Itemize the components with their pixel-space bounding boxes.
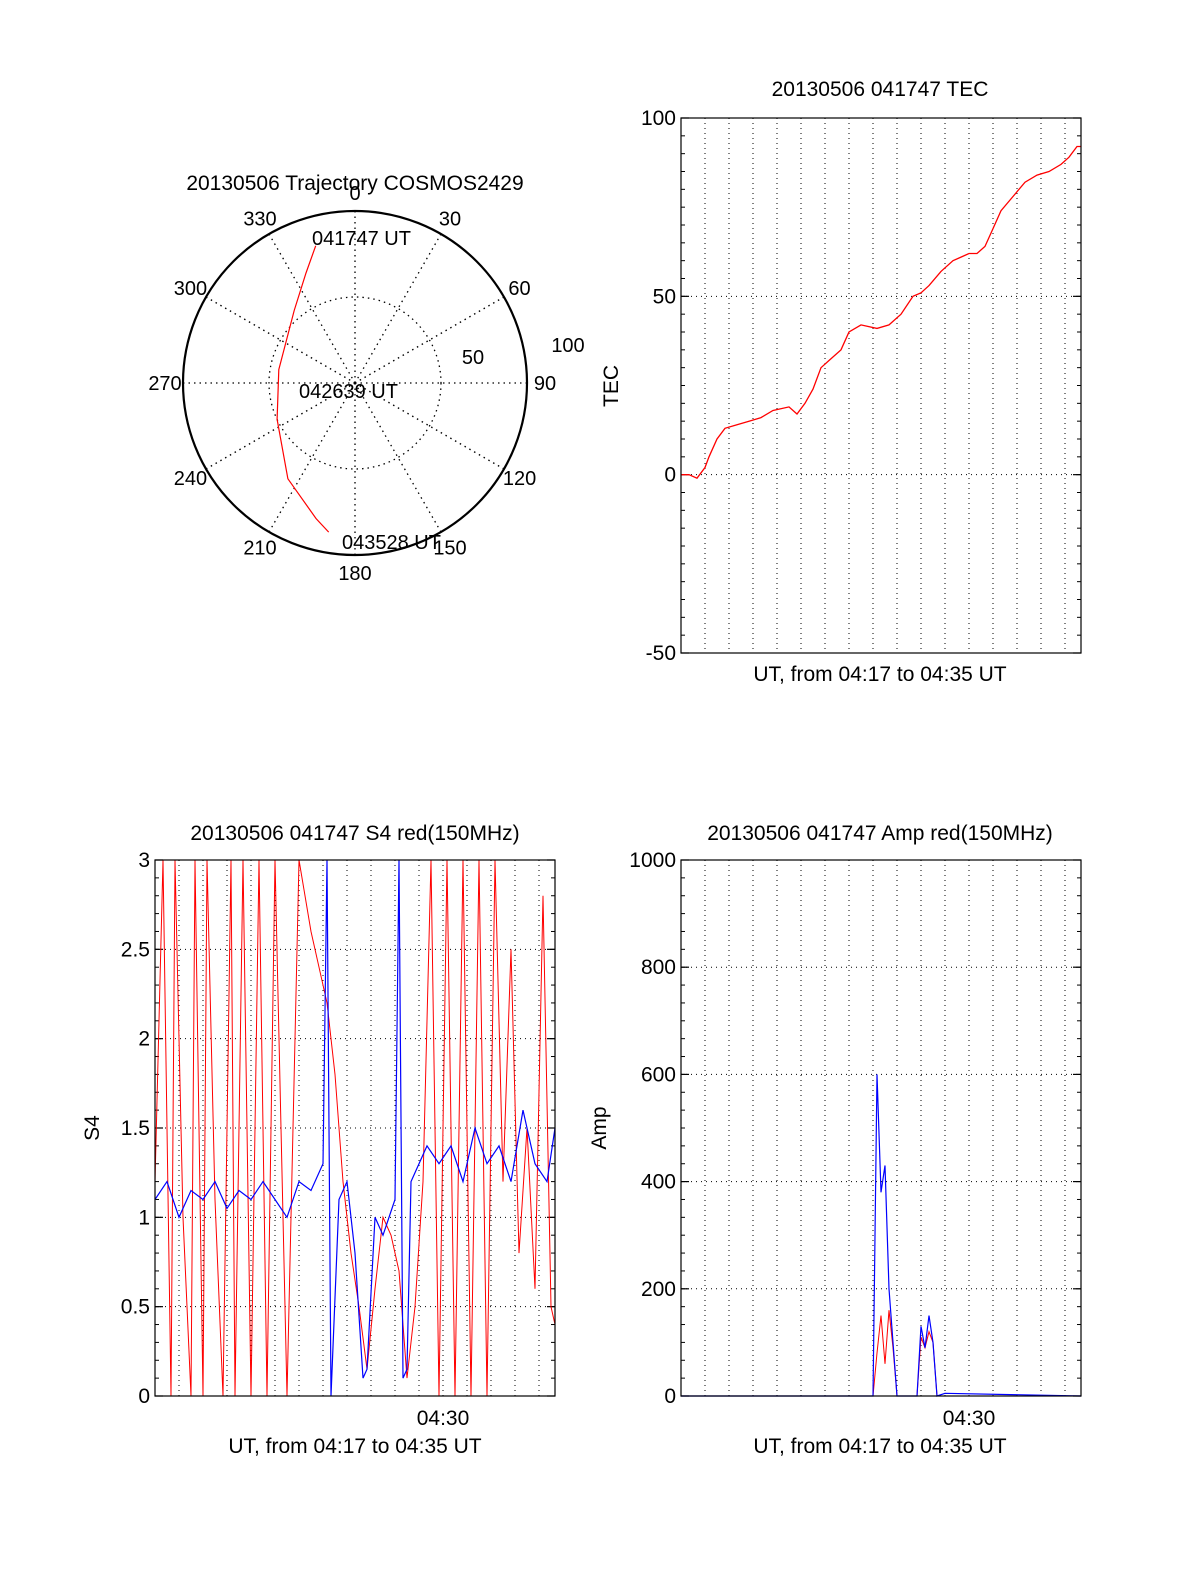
amp-plot-frame bbox=[680, 859, 1082, 1397]
amp-grid bbox=[681, 859, 1081, 1397]
s4-grid bbox=[155, 859, 555, 1397]
polar-spoke-210 bbox=[268, 382, 356, 533]
polar-spoke-330 bbox=[268, 233, 356, 384]
trajectory-track bbox=[276, 245, 330, 533]
tec-ytick-label-0: -50 bbox=[646, 642, 676, 665]
polar-angle-label-180: 180 bbox=[338, 563, 371, 585]
s4-ytick-label-3: 1.5 bbox=[121, 1117, 150, 1140]
s4-plot-frame bbox=[154, 859, 556, 1397]
s4-ytick-label-4: 2 bbox=[138, 1028, 150, 1051]
amp-x-axis-label: UT, from 04:17 to 04:35 UT bbox=[753, 1435, 1006, 1458]
amp-ytick-label-5: 1000 bbox=[629, 849, 676, 872]
annotation-start-time: 041747 UT bbox=[312, 228, 411, 250]
polar-angle-label-300: 300 bbox=[174, 278, 207, 300]
amp-ytick-label-4: 800 bbox=[641, 956, 676, 979]
s4-x-axis-label: UT, from 04:17 to 04:35 UT bbox=[228, 1435, 481, 1458]
tec-plot-frame bbox=[680, 117, 1082, 654]
tec-x-axis-label: UT, from 04:17 to 04:35 UT bbox=[753, 663, 1006, 686]
polar-angle-label-30: 30 bbox=[439, 208, 461, 230]
s4-ytick-label-5: 2.5 bbox=[121, 938, 150, 961]
s4-y-axis-label: S4 bbox=[81, 1115, 104, 1141]
s4-y-tick-labels: 0 0.5 1 1.5 2 2.5 3 bbox=[121, 849, 150, 1408]
amp-ytick-label-0: 0 bbox=[664, 1385, 676, 1408]
tec-y-tick-labels: -50 0 50 100 bbox=[641, 107, 676, 665]
s4-red-series-line bbox=[154, 859, 556, 1397]
polar-spoke-300 bbox=[205, 296, 356, 384]
amp-y-tick-labels: 0 200 400 600 800 1000 bbox=[629, 849, 676, 1408]
polar-angle-label-270: 270 bbox=[148, 373, 181, 395]
trajectory-title: 20130506 Trajectory COSMOS2429 bbox=[186, 172, 523, 195]
s4-ytick-label-0: 0 bbox=[138, 1385, 150, 1408]
polar-angle-label-90: 90 bbox=[534, 373, 556, 395]
amp-ytick-label-3: 600 bbox=[641, 1063, 676, 1086]
tec-ytick-label-1: 0 bbox=[664, 464, 676, 487]
polar-angle-label-120: 120 bbox=[503, 468, 536, 490]
polar-angle-label-210: 210 bbox=[243, 538, 276, 560]
tec-grid bbox=[681, 117, 1081, 654]
s4-x-tick-label: 04:30 bbox=[417, 1407, 470, 1430]
amp-ytick-label-1: 200 bbox=[641, 1278, 676, 1301]
annotation-end-time: 043528 UT bbox=[342, 532, 441, 554]
polar-spoke-120 bbox=[354, 382, 505, 470]
radial-label-50: 50 bbox=[462, 347, 484, 369]
amp-x-tick-label: 04:30 bbox=[943, 1407, 996, 1430]
polar-spoke-60 bbox=[354, 296, 505, 384]
s4-panel: 20130506 041747 S4 red(150MHz) 0 0.5 1 1.5 2… bbox=[81, 822, 556, 1458]
annotation-mid-time: 042639 UT bbox=[299, 381, 398, 403]
polar-angle-label-150: 150 bbox=[433, 538, 466, 560]
amp-panel: 20130506 041747 Amp red(150MHz) 0 200 400 6… bbox=[588, 822, 1082, 1458]
tec-series-line bbox=[681, 145, 1081, 480]
polar-grid bbox=[181, 209, 529, 557]
trajectory-panel: 20130506 Trajectory COSMOS2429 0 30 60 90 12… bbox=[148, 172, 584, 585]
s4-ytick-label-1: 0.5 bbox=[121, 1296, 150, 1319]
s4-blue-series-line bbox=[154, 859, 556, 1397]
polar-angle-label-330: 330 bbox=[243, 208, 276, 230]
s4-ytick-label-2: 1 bbox=[138, 1206, 150, 1229]
polar-angle-label-60: 60 bbox=[508, 278, 530, 300]
tec-y-axis-label: TEC bbox=[600, 365, 623, 407]
polar-spoke-30 bbox=[354, 233, 442, 384]
radial-label-100: 100 bbox=[551, 335, 584, 357]
s4-ytick-label-6: 3 bbox=[138, 849, 150, 872]
amp-blue-series-line bbox=[681, 1074, 1082, 1397]
polar-spoke-150 bbox=[354, 382, 442, 533]
polar-angle-label-240: 240 bbox=[174, 468, 207, 490]
tec-ytick-label-3: 100 bbox=[641, 107, 676, 130]
polar-angle-labels: 0 30 60 90 120 150 180 210 240 270 300 330 bbox=[148, 183, 556, 585]
polar-ring-50 bbox=[268, 296, 442, 470]
polar-angle-label-0: 0 bbox=[349, 183, 360, 205]
s4-title: 20130506 041747 S4 red(150MHz) bbox=[190, 822, 519, 845]
polar-spoke-240 bbox=[205, 382, 356, 470]
amp-title: 20130506 041747 Amp red(150MHz) bbox=[707, 822, 1053, 845]
amp-y-axis-label: Amp bbox=[588, 1106, 611, 1149]
tec-panel: 20130506 041747 TEC -50 0 50 100 UT, from 0… bbox=[600, 78, 1082, 686]
amp-ytick-label-2: 400 bbox=[641, 1171, 676, 1194]
tec-title: 20130506 041747 TEC bbox=[772, 78, 989, 101]
amp-red-series-line bbox=[681, 1310, 1081, 1397]
tec-ytick-label-2: 50 bbox=[653, 285, 676, 308]
